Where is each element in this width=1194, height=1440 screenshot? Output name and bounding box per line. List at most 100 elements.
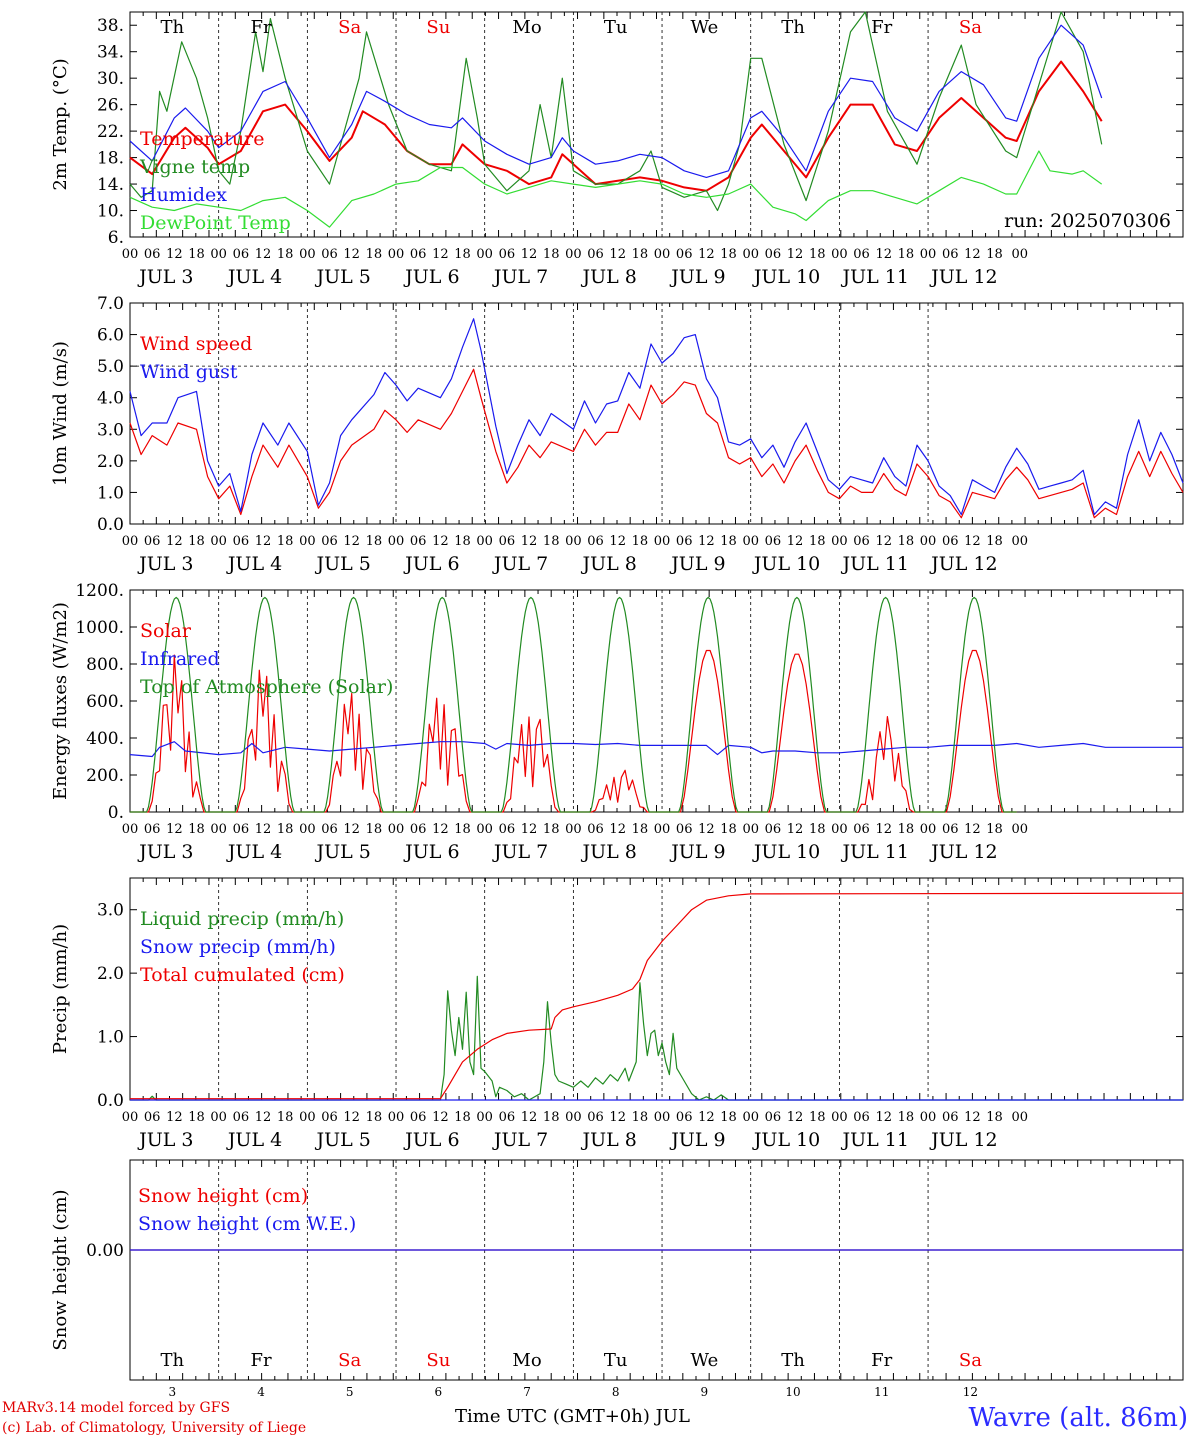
series-line <box>129 24 1103 178</box>
hour-tick-label: 18 <box>720 1110 737 1125</box>
legend-entry: Solar <box>140 620 192 642</box>
hour-tick-label: 06 <box>676 1110 693 1125</box>
hour-tick-label: 06 <box>144 534 161 549</box>
y-tick-label: 0. <box>108 803 124 823</box>
day-name: Sa <box>959 17 982 38</box>
date-label: JUL 7 <box>492 1129 548 1151</box>
hour-tick-label: 00 <box>388 247 405 262</box>
hour-tick-label: 06 <box>942 822 959 837</box>
panel-3: 0. 200. 400. 600. 800. 1000. 1200.Energy fluxe… <box>50 581 1184 863</box>
hour-tick-label: 06 <box>765 534 782 549</box>
date-label: JUL 3 <box>137 553 193 575</box>
y-tick-label: 10. <box>97 202 124 222</box>
hour-tick-label: 00 <box>122 534 139 549</box>
hour-tick-label: 00 <box>388 822 405 837</box>
hour-tick-label: 00 <box>299 822 316 837</box>
day-number: 6 <box>435 1385 443 1399</box>
day-name: Tu <box>604 17 628 38</box>
day-name: Th <box>781 1350 805 1371</box>
legend-entry: Liquid precip (mm/h) <box>140 908 344 930</box>
hour-tick-label: 12 <box>787 822 804 837</box>
hour-tick-label: 00 <box>210 1110 227 1125</box>
hour-tick-label: 00 <box>388 1110 405 1125</box>
date-label: JUL 10 <box>752 553 820 575</box>
hour-tick-label: 06 <box>587 1110 604 1125</box>
hour-tick-label: 18 <box>454 822 471 837</box>
hour-tick-label: 00 <box>122 1110 139 1125</box>
hour-tick-label: 00 <box>476 247 493 262</box>
hour-tick-label: 18 <box>898 534 915 549</box>
date-label: JUL 3 <box>137 266 193 288</box>
hour-tick-label: 06 <box>410 822 427 837</box>
legend-entry: Humidex <box>140 184 227 206</box>
date-label: JUL 10 <box>752 841 820 863</box>
hour-tick-label: 18 <box>986 247 1003 262</box>
hour-tick-label: 18 <box>277 247 294 262</box>
legend-entry: DewPoint Temp <box>140 212 291 234</box>
hour-tick-label: 12 <box>609 822 626 837</box>
y-tick-label: 14. <box>97 175 124 195</box>
hour-tick-label: 06 <box>321 247 338 262</box>
hour-tick-label: 00 <box>210 534 227 549</box>
series-line <box>130 596 1017 813</box>
hour-tick-label: 00 <box>920 1110 937 1125</box>
y-tick-label: 400. <box>86 729 124 749</box>
y-tick-label: 200. <box>86 766 124 786</box>
date-label: JUL 7 <box>492 841 548 863</box>
panel-1: 6. 10. 14. 18. 22. 26. 30. 34. 38. 2m Temp. (°C) T… <box>50 11 1184 288</box>
hour-tick-label: 12 <box>432 247 449 262</box>
hour-tick-label: 06 <box>144 822 161 837</box>
date-label: JUL 10 <box>752 266 820 288</box>
y-axis-label: Snow height (cm) <box>50 1189 71 1350</box>
panel-5: 0.00 Snow height (cm) Snow height (cm) Snow… <box>50 1159 1184 1399</box>
day-number: 3 <box>169 1385 177 1399</box>
y-tick-label: 38. <box>97 16 124 36</box>
hour-tick-label: 00 <box>831 247 848 262</box>
series-line <box>130 892 1184 1100</box>
hour-tick-label: 00 <box>742 1110 759 1125</box>
hour-tick-label: 12 <box>698 247 715 262</box>
y-tick-label: 1.0 <box>97 1028 124 1048</box>
date-label: JUL 7 <box>492 266 548 288</box>
hour-tick-label: 18 <box>809 534 826 549</box>
hour-tick-label: 06 <box>410 1110 427 1125</box>
day-number: 8 <box>612 1385 620 1399</box>
panel-4: 0.0 1.0 2.0 3.0 Precip (mm/h) Liquid precip (… <box>50 877 1184 1151</box>
hour-tick-label: 06 <box>321 822 338 837</box>
date-label: JUL 5 <box>314 1129 370 1151</box>
date-label: JUL 11 <box>840 841 908 863</box>
hour-tick-label: 06 <box>144 247 161 262</box>
y-tick-label: 800. <box>86 655 124 675</box>
y-tick-label: 0.00 <box>86 1241 124 1261</box>
hour-tick-label: 06 <box>587 247 604 262</box>
hour-tick-label: 06 <box>233 247 250 262</box>
hour-tick-label: 00 <box>742 822 759 837</box>
hour-tick-label: 06 <box>499 822 516 837</box>
hour-tick-label: 06 <box>853 247 870 262</box>
hour-tick-label: 00 <box>920 822 937 837</box>
date-label: JUL 9 <box>669 841 725 863</box>
hour-tick-label: 18 <box>986 822 1003 837</box>
hour-tick-label: 06 <box>853 822 870 837</box>
hour-tick-label: 06 <box>765 1110 782 1125</box>
hour-tick-label: 12 <box>432 822 449 837</box>
hour-tick-label: 00 <box>122 822 139 837</box>
panel-frame <box>129 302 1184 525</box>
hour-tick-label: 12 <box>787 534 804 549</box>
hour-tick-label: 06 <box>676 247 693 262</box>
day-number: 11 <box>874 1385 889 1399</box>
hour-tick-label: 00 <box>1011 534 1028 549</box>
hour-tick-label: 00 <box>299 247 316 262</box>
hour-tick-label: 06 <box>676 822 693 837</box>
hour-tick-label: 06 <box>853 1110 870 1125</box>
day-name: Fr <box>871 17 892 38</box>
date-label: JUL 9 <box>669 266 725 288</box>
date-label: JUL 3 <box>137 841 193 863</box>
day-number: 4 <box>257 1385 265 1399</box>
date-label: JUL 6 <box>403 1129 459 1151</box>
hour-tick-label: 18 <box>898 247 915 262</box>
hour-tick-label: 00 <box>742 247 759 262</box>
hour-tick-label: 18 <box>277 1110 294 1125</box>
hour-tick-label: 06 <box>765 822 782 837</box>
hour-tick-label: 18 <box>188 247 205 262</box>
